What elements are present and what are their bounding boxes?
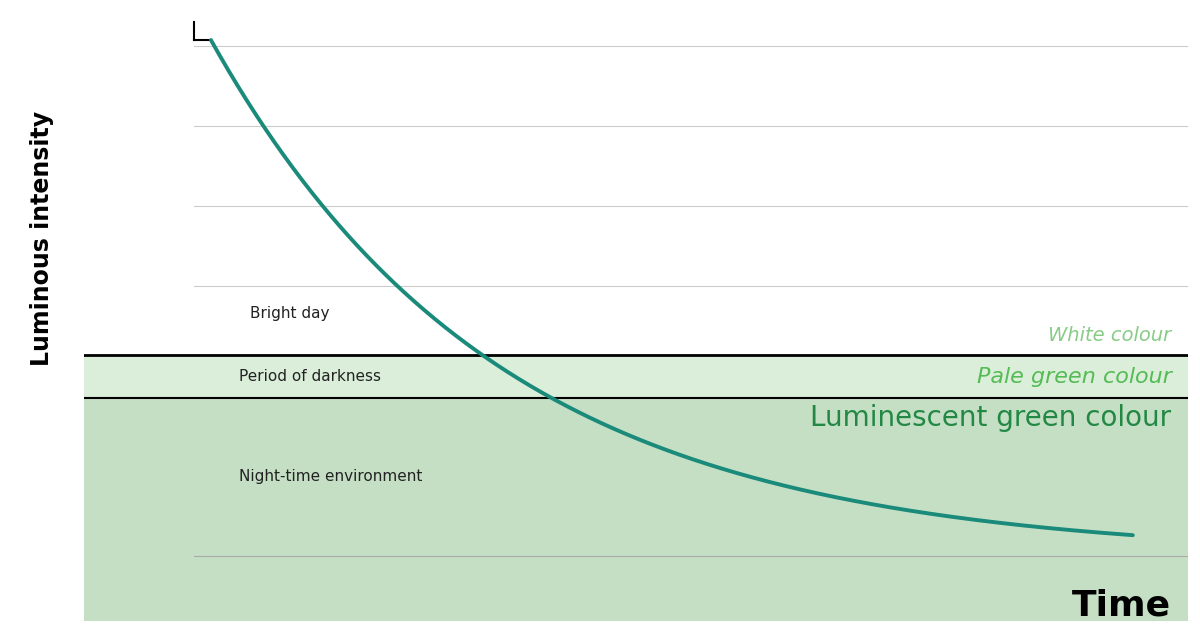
Text: Pale green colour: Pale green colour bbox=[977, 367, 1171, 387]
Text: White colour: White colour bbox=[1049, 325, 1171, 344]
Bar bbox=[84, 6, 1188, 356]
Text: Night-time environment: Night-time environment bbox=[239, 469, 422, 484]
Text: Bright day: Bright day bbox=[250, 306, 329, 321]
Text: Luminous intensity: Luminous intensity bbox=[30, 111, 54, 366]
Text: Period of darkness: Period of darkness bbox=[239, 369, 380, 384]
Bar bbox=[84, 398, 1188, 621]
Bar bbox=[84, 356, 1188, 398]
Text: Time: Time bbox=[1073, 588, 1171, 623]
Text: Luminescent green colour: Luminescent green colour bbox=[810, 404, 1171, 432]
